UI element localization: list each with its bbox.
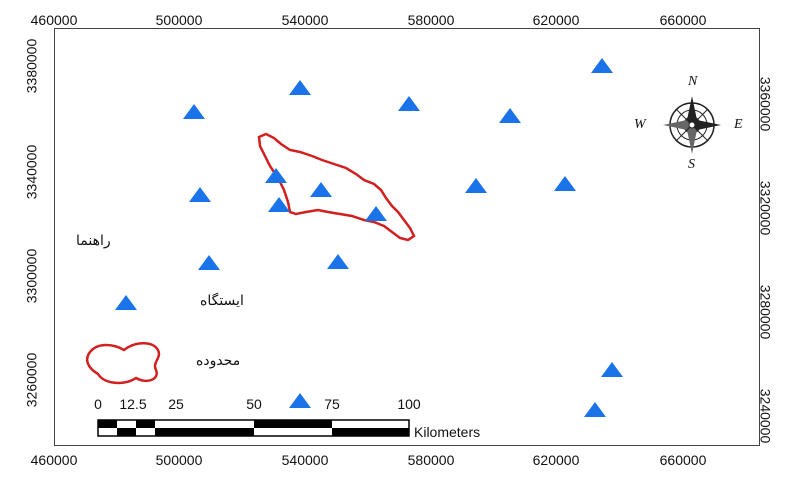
station-marker	[268, 197, 290, 212]
station-marker	[310, 182, 332, 197]
scale-number: 25	[168, 396, 184, 412]
station-marker	[198, 255, 220, 270]
compass-w-label: W	[634, 117, 646, 132]
legend-boundary-symbol	[86, 342, 161, 385]
station-marker	[591, 58, 613, 73]
x-tick-top: 620000	[532, 12, 580, 28]
station-marker	[398, 96, 420, 111]
x-tick-top: 660000	[659, 12, 707, 28]
x-tick-top: 580000	[407, 12, 455, 28]
study-area-boundary	[257, 132, 416, 242]
compass-e-label: E	[734, 117, 743, 132]
x-tick-top: 500000	[155, 12, 203, 28]
x-tick-bottom: 660000	[659, 452, 707, 468]
compass-s-label: S	[688, 157, 695, 172]
station-marker	[465, 178, 487, 193]
station-group	[183, 58, 623, 417]
scale-unit-label: Kilometers	[414, 424, 481, 440]
x-tick-bottom: 540000	[281, 452, 329, 468]
station-marker	[601, 362, 623, 377]
legend-station-symbol	[115, 295, 137, 310]
station-marker	[183, 104, 205, 119]
station-marker	[499, 108, 521, 123]
station-marker	[584, 402, 606, 417]
station-marker	[327, 254, 349, 269]
legend-title: راهنما	[76, 232, 111, 248]
station-marker	[289, 80, 311, 95]
x-tick-bottom: 580000	[407, 452, 455, 468]
x-tick-top: 460000	[30, 12, 78, 28]
x-tick-bottom: 500000	[155, 452, 203, 468]
compass-rose	[663, 96, 721, 154]
scale-number: 50	[246, 396, 262, 412]
scale-bar	[97, 419, 410, 437]
station-marker	[365, 206, 387, 221]
x-tick-bottom: 460000	[30, 452, 78, 468]
station-marker	[289, 393, 311, 408]
scale-number: 75	[324, 396, 340, 412]
legend-boundary-label: محدوده	[196, 352, 241, 368]
legend-station-label: ایستگاه	[200, 292, 244, 308]
station-marker	[265, 168, 287, 183]
compass-n-label: N	[688, 74, 698, 89]
scale-number: 12.5	[119, 396, 147, 412]
station-marker	[189, 187, 211, 202]
station-marker	[554, 176, 576, 191]
scale-number: 100	[397, 396, 421, 412]
x-tick-bottom: 620000	[532, 452, 580, 468]
map-frame	[54, 28, 760, 446]
scale-number: 0	[94, 396, 102, 412]
x-tick-top: 540000	[281, 12, 329, 28]
